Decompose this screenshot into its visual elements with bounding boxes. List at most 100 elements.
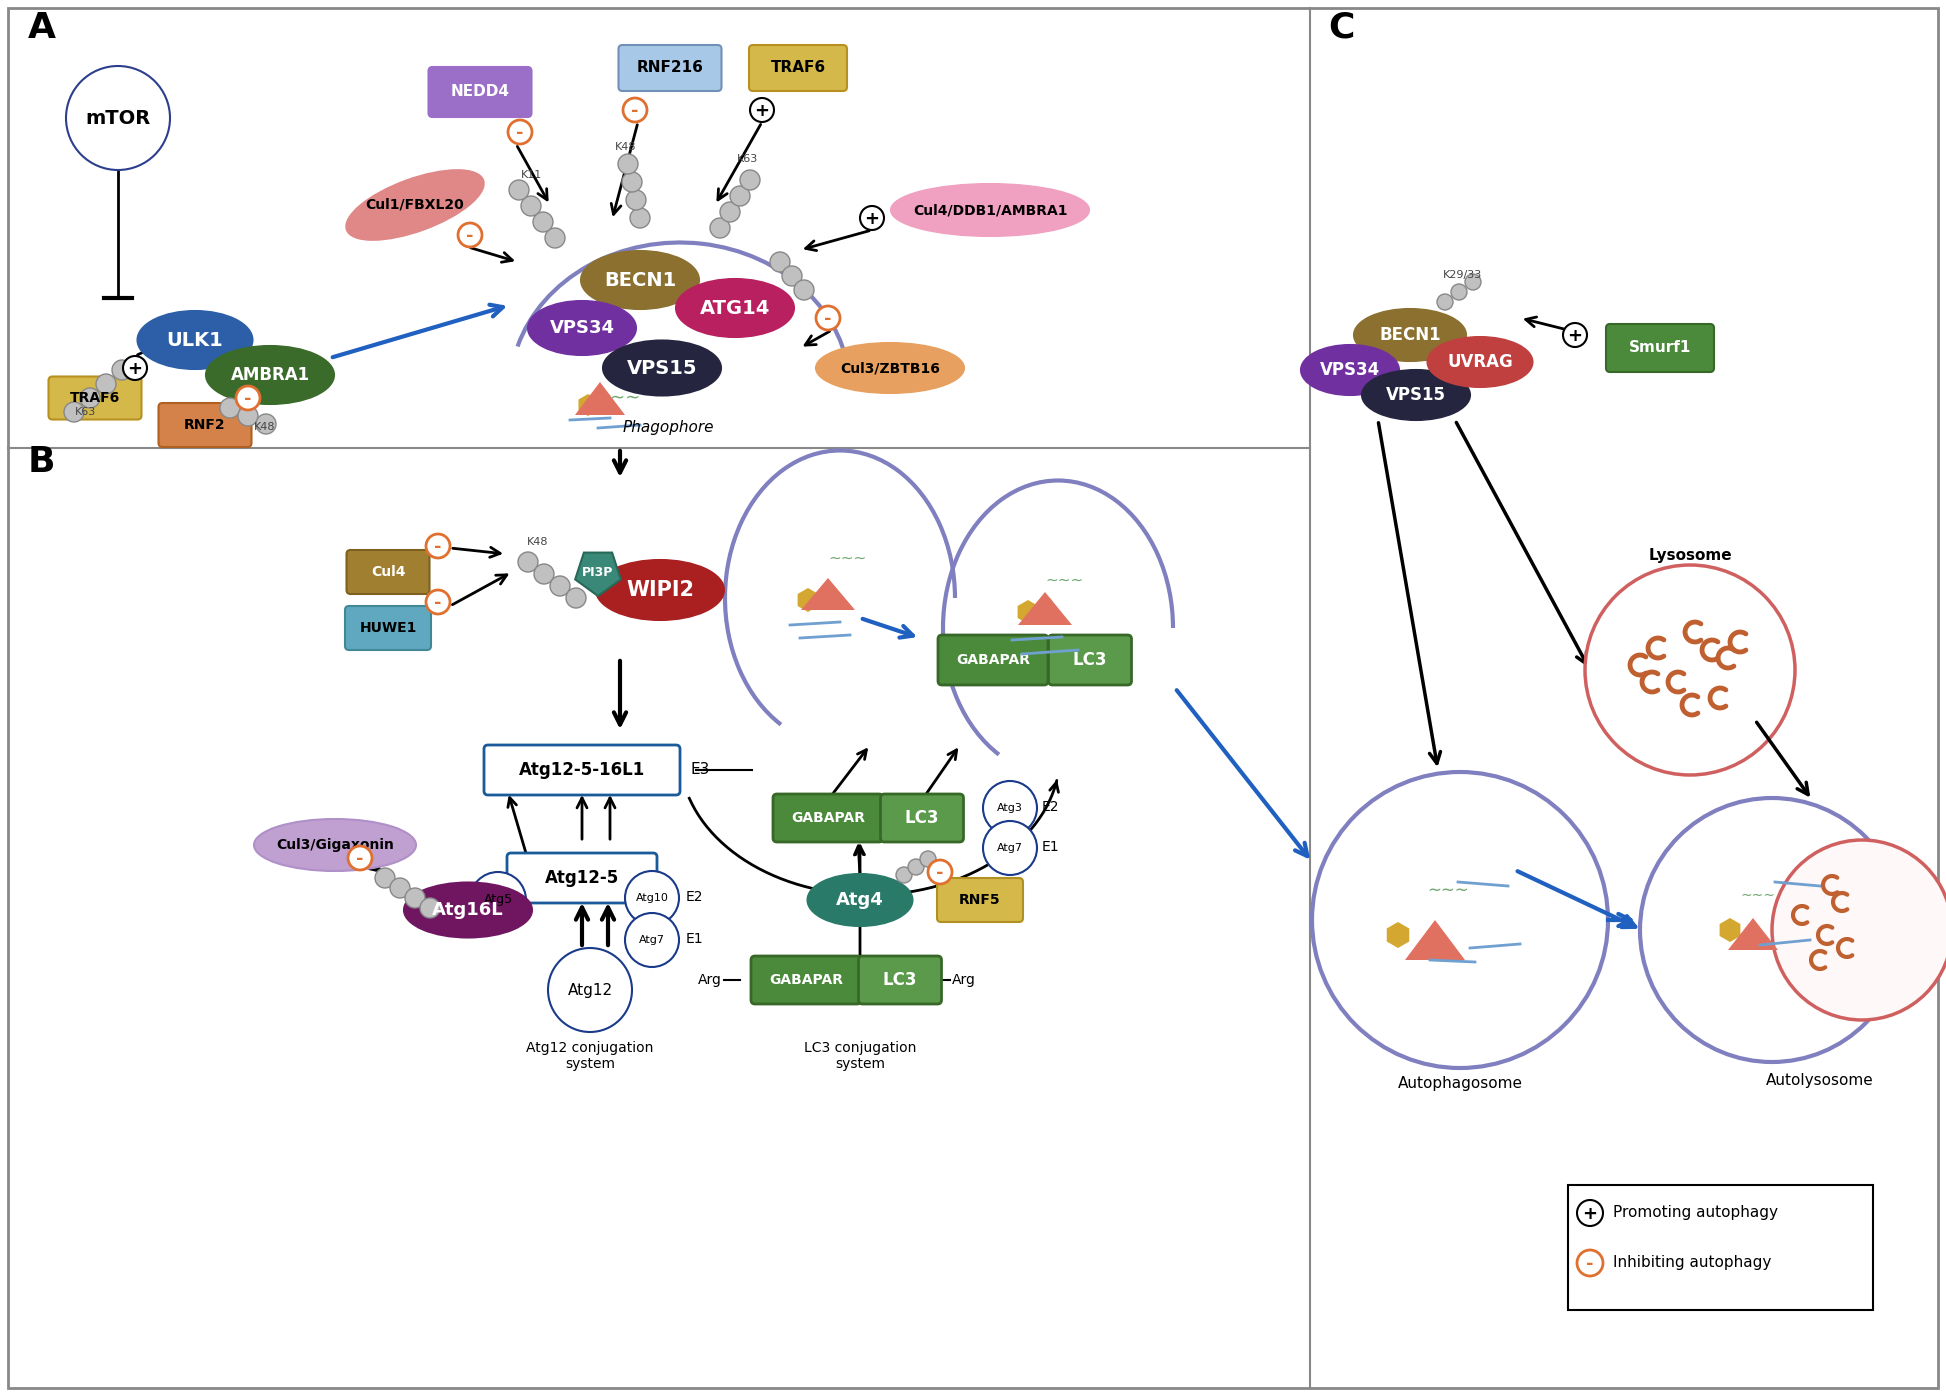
- Polygon shape: [1018, 592, 1072, 625]
- FancyBboxPatch shape: [8, 8, 1938, 1388]
- FancyBboxPatch shape: [619, 45, 722, 91]
- Circle shape: [1640, 799, 1903, 1062]
- Ellipse shape: [1302, 345, 1399, 395]
- Circle shape: [794, 281, 813, 300]
- Circle shape: [545, 228, 564, 248]
- Circle shape: [113, 360, 132, 380]
- Circle shape: [1576, 1201, 1604, 1226]
- Circle shape: [66, 66, 169, 170]
- Text: +: +: [1567, 327, 1582, 345]
- Ellipse shape: [675, 279, 794, 336]
- Text: C: C: [1327, 11, 1354, 45]
- Text: Cul4: Cul4: [372, 565, 405, 579]
- Text: UVRAG: UVRAG: [1448, 353, 1512, 371]
- Text: Atg4: Atg4: [837, 891, 883, 909]
- Text: ∼∼∼: ∼∼∼: [595, 389, 640, 408]
- Circle shape: [983, 821, 1037, 875]
- Circle shape: [405, 888, 424, 907]
- Ellipse shape: [255, 819, 416, 871]
- Circle shape: [730, 186, 749, 207]
- Text: ∼∼∼: ∼∼∼: [1045, 572, 1084, 588]
- Ellipse shape: [138, 311, 253, 369]
- Circle shape: [909, 859, 924, 875]
- Circle shape: [257, 415, 276, 434]
- Text: Phagophore: Phagophore: [623, 420, 714, 436]
- Ellipse shape: [1428, 336, 1533, 387]
- Text: -: -: [936, 864, 944, 882]
- Circle shape: [710, 218, 730, 237]
- Text: ∼∼∼: ∼∼∼: [829, 550, 868, 565]
- Text: Atg10: Atg10: [636, 893, 667, 903]
- Text: system: system: [564, 1057, 615, 1071]
- Polygon shape: [1728, 919, 1779, 951]
- FancyBboxPatch shape: [749, 45, 847, 91]
- Ellipse shape: [346, 170, 485, 240]
- Text: K63: K63: [738, 154, 759, 163]
- Circle shape: [518, 551, 537, 572]
- Circle shape: [782, 267, 802, 286]
- Text: Atg3: Atg3: [996, 803, 1024, 812]
- Text: E3: E3: [691, 762, 710, 778]
- Polygon shape: [1035, 597, 1064, 620]
- Text: GABAPAR: GABAPAR: [955, 653, 1029, 667]
- FancyBboxPatch shape: [880, 794, 963, 842]
- Circle shape: [631, 208, 650, 228]
- Circle shape: [920, 852, 936, 867]
- Polygon shape: [802, 578, 854, 610]
- Circle shape: [420, 898, 440, 919]
- Text: E1: E1: [687, 933, 704, 946]
- Text: HUWE1: HUWE1: [360, 621, 416, 635]
- Circle shape: [1465, 274, 1481, 290]
- Circle shape: [1452, 283, 1467, 300]
- Text: Autolysosome: Autolysosome: [1767, 1074, 1874, 1087]
- Text: GABAPAR: GABAPAR: [790, 811, 866, 825]
- Circle shape: [533, 212, 553, 232]
- Circle shape: [928, 860, 952, 884]
- FancyBboxPatch shape: [938, 878, 1024, 921]
- Text: VPS34: VPS34: [549, 320, 615, 336]
- Text: WIPI2: WIPI2: [627, 579, 695, 600]
- Text: Atg5: Atg5: [483, 893, 512, 906]
- Circle shape: [510, 180, 529, 200]
- Circle shape: [220, 398, 239, 417]
- Circle shape: [508, 120, 531, 144]
- Text: ∼∼∼: ∼∼∼: [1426, 881, 1469, 899]
- Text: K63: K63: [74, 408, 95, 417]
- Circle shape: [623, 98, 646, 121]
- Circle shape: [619, 154, 638, 174]
- Text: B: B: [27, 445, 56, 479]
- FancyBboxPatch shape: [1568, 1185, 1872, 1309]
- Text: RNF216: RNF216: [636, 60, 703, 75]
- Circle shape: [1576, 1249, 1604, 1276]
- Circle shape: [983, 780, 1037, 835]
- Text: Lysosome: Lysosome: [1648, 549, 1732, 563]
- Text: TRAF6: TRAF6: [771, 60, 825, 75]
- Circle shape: [376, 868, 395, 888]
- Polygon shape: [574, 383, 625, 415]
- Text: -: -: [825, 310, 831, 328]
- Text: +: +: [1582, 1205, 1598, 1223]
- Ellipse shape: [815, 343, 963, 394]
- FancyBboxPatch shape: [158, 403, 251, 447]
- Circle shape: [771, 253, 790, 272]
- FancyBboxPatch shape: [49, 377, 142, 420]
- Circle shape: [549, 948, 632, 1032]
- Circle shape: [1773, 840, 1946, 1020]
- Text: ULK1: ULK1: [167, 331, 224, 349]
- Circle shape: [551, 577, 570, 596]
- Ellipse shape: [527, 302, 636, 355]
- Text: +: +: [128, 360, 142, 378]
- Ellipse shape: [582, 251, 699, 309]
- Text: NEDD4: NEDD4: [451, 85, 510, 99]
- Circle shape: [749, 98, 775, 121]
- Text: Cul3/ZBTB16: Cul3/ZBTB16: [841, 362, 940, 376]
- Text: BECN1: BECN1: [603, 271, 675, 289]
- Text: system: system: [835, 1057, 885, 1071]
- Text: Arg: Arg: [952, 973, 977, 987]
- FancyBboxPatch shape: [1049, 635, 1131, 685]
- Text: LC3: LC3: [905, 810, 940, 826]
- Text: BECN1: BECN1: [1380, 327, 1440, 343]
- Text: -: -: [631, 102, 638, 120]
- Text: ∼∼∼: ∼∼∼: [1740, 888, 1775, 902]
- Text: A: A: [27, 11, 56, 45]
